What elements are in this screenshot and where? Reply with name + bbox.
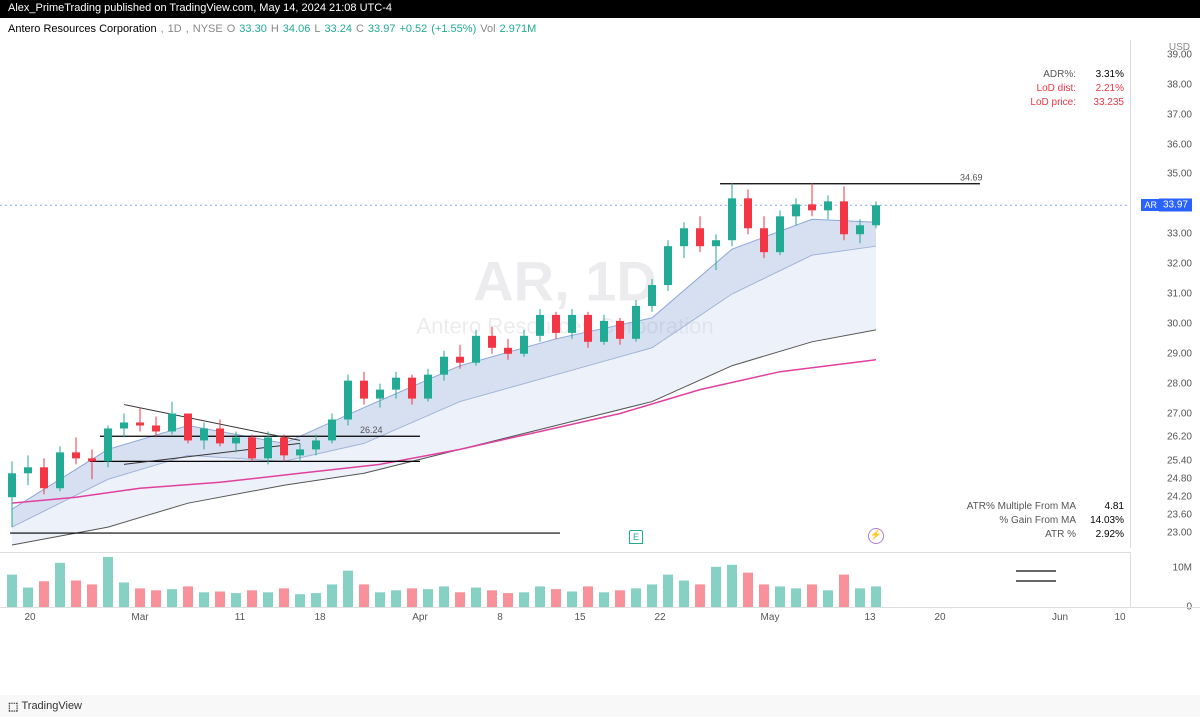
publish-header: Alex_PrimeTrading published on TradingVi… (0, 0, 1200, 18)
y-tick: 32.00 (1167, 259, 1192, 270)
bottom-stats: ATR% Multiple From MA4.81% Gain From MA1… (967, 500, 1124, 542)
price-y-axis[interactable]: USD 39.0038.0037.0036.0035.0033.0032.003… (1130, 40, 1200, 548)
volume-y-axis[interactable]: 10M0 (1130, 552, 1200, 607)
svg-text:26.24: 26.24 (360, 425, 383, 435)
y-tick: 33.00 (1167, 229, 1192, 240)
symbol-info-bar: Antero Resources Corporation, 1D, NYSE O… (0, 18, 1200, 40)
footer: ⬚ TradingView (0, 695, 1200, 717)
ohlc-high: 34.06 (283, 23, 311, 35)
interval: 1D (168, 23, 182, 35)
y-tick: 37.00 (1167, 109, 1192, 120)
x-tick: 20 (934, 612, 945, 623)
chart-area[interactable]: AR, 1D Antero Resources Corporation 34.6… (0, 40, 1200, 630)
x-tick: 8 (497, 612, 503, 623)
x-tick: Mar (131, 612, 148, 623)
x-tick: 22 (654, 612, 665, 623)
exchange: NYSE (193, 23, 223, 35)
volume: 2.971M (500, 23, 537, 35)
y-tick: 26.20 (1167, 432, 1192, 443)
y-tick: 38.00 (1167, 79, 1192, 90)
change: +0.52 (399, 23, 427, 35)
y-tick: 25.40 (1167, 456, 1192, 467)
y-tick: 24.80 (1167, 474, 1192, 485)
earnings-icon[interactable]: E (629, 530, 643, 544)
x-tick: Jun (1052, 612, 1068, 623)
y-tick: 24.20 (1167, 492, 1192, 503)
x-tick: 15 (574, 612, 585, 623)
x-tick: 10 (1114, 612, 1125, 623)
ohlc-open: 33.30 (239, 23, 267, 35)
svg-text:34.69: 34.69 (960, 173, 983, 183)
y-tick: 23.00 (1167, 528, 1192, 539)
ohlc-low: 33.24 (324, 23, 352, 35)
ohlc-close: 33.97 (368, 23, 396, 35)
volume-panel[interactable] (0, 552, 1130, 607)
vol-tick: 10M (1173, 562, 1192, 573)
y-tick: 28.00 (1167, 378, 1192, 389)
y-tick: 23.60 (1167, 510, 1192, 521)
y-tick: 29.00 (1167, 348, 1192, 359)
ticker-tag: AR (1141, 199, 1160, 211)
change-pct: (+1.55%) (431, 23, 476, 35)
y-tick: 36.00 (1167, 139, 1192, 150)
publish-text: Alex_PrimeTrading published on TradingVi… (8, 2, 392, 14)
y-tick: 31.00 (1167, 289, 1192, 300)
x-tick: 18 (314, 612, 325, 623)
symbol-name[interactable]: Antero Resources Corporation (8, 23, 157, 35)
x-tick: 11 (235, 612, 245, 623)
brand: TradingView (21, 700, 82, 712)
split-icon[interactable]: ⚡ (868, 528, 884, 544)
time-x-axis[interactable]: 20 Mar 11 18 Apr 8 15 22 May 13 20 Jun 10 (0, 607, 1200, 630)
y-tick: 27.00 (1167, 408, 1192, 419)
x-tick: May (761, 612, 780, 623)
last-price-tag: 33.97 (1159, 199, 1192, 212)
y-tick: 30.00 (1167, 318, 1192, 329)
x-tick: 20 (24, 612, 35, 623)
y-tick: 35.00 (1167, 169, 1192, 180)
top-stats: ADR%:3.31%LoD dist:2.21%LoD price:33.235 (1030, 68, 1124, 110)
y-tick: 39.00 (1167, 49, 1192, 60)
x-tick: 13 (864, 612, 875, 623)
main-chart[interactable]: AR, 1D Antero Resources Corporation 34.6… (0, 40, 1130, 548)
x-tick: Apr (412, 612, 428, 623)
